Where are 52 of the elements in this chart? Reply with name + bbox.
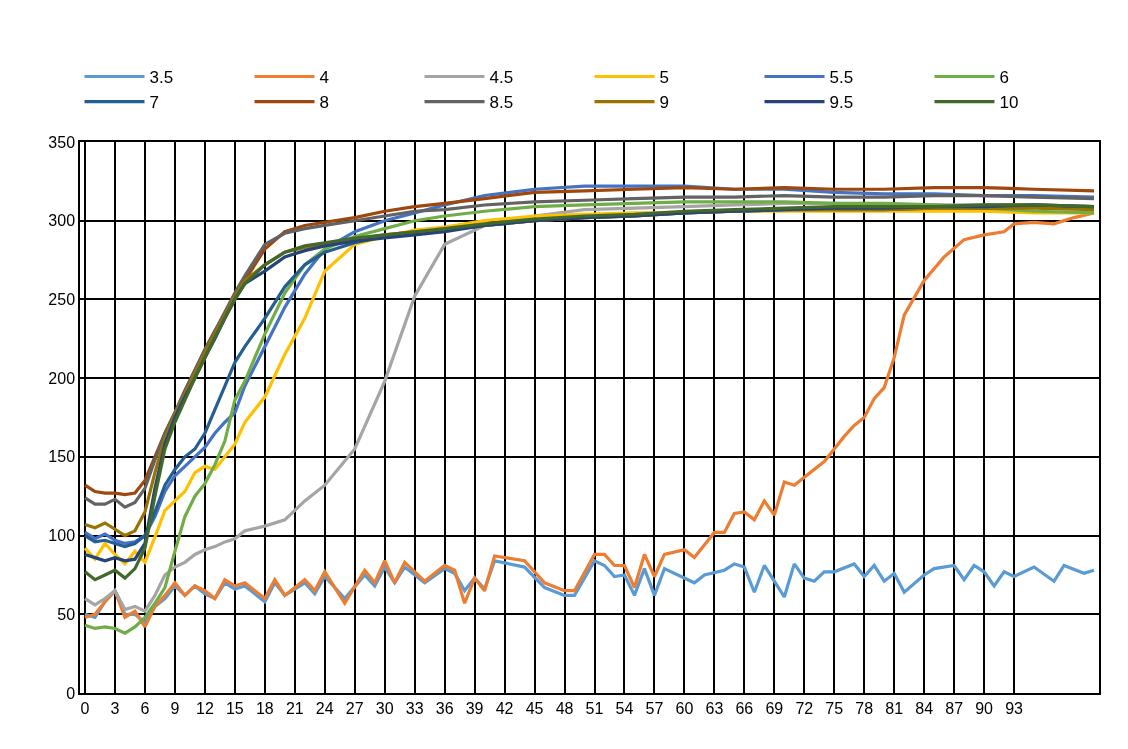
legend-label: 7 — [149, 93, 159, 113]
x-tick-label: 90 — [975, 699, 994, 717]
x-tick-label: 0 — [80, 699, 90, 717]
y-tick-label: 200 — [48, 369, 76, 387]
x-tick-label: 72 — [795, 699, 814, 717]
x-tick-label: 6 — [140, 699, 150, 717]
x-tick-label: 27 — [345, 699, 364, 717]
x-tick-label: 15 — [225, 699, 244, 717]
y-tick-label: 300 — [48, 212, 76, 230]
legend-label: 3.5 — [149, 68, 174, 88]
legend-label: 9 — [659, 93, 669, 113]
x-tick-label: 87 — [945, 699, 964, 717]
x-tick-label: 3 — [110, 699, 120, 717]
y-tick-label: 100 — [48, 527, 76, 545]
x-tick-label: 84 — [915, 699, 934, 717]
legend-label: 5 — [659, 68, 669, 88]
legend-label: 6 — [999, 68, 1009, 88]
x-tick-label: 78 — [855, 699, 874, 717]
x-tick-label: 66 — [735, 699, 754, 717]
x-tick-label: 63 — [705, 699, 724, 717]
x-tick-label: 57 — [645, 699, 664, 717]
x-tick-label: 39 — [465, 699, 484, 717]
x-tick-label: 21 — [285, 699, 304, 717]
x-tick-label: 30 — [375, 699, 394, 717]
x-tick-label: 9 — [170, 699, 180, 717]
x-tick-label: 33 — [405, 699, 424, 717]
y-tick-label: 0 — [66, 684, 76, 702]
legend-label: 9.5 — [829, 93, 854, 113]
legend-label: 5.5 — [829, 68, 854, 88]
x-tick-label: 48 — [555, 699, 574, 717]
y-tick-label: 350 — [48, 133, 76, 151]
x-tick-label: 51 — [585, 699, 604, 717]
legend-label: 8.5 — [489, 93, 514, 113]
x-tick-label: 18 — [255, 699, 274, 717]
x-tick-label: 42 — [495, 699, 514, 717]
x-tick-label: 93 — [1005, 699, 1024, 717]
x-tick-label: 24 — [315, 699, 334, 717]
y-tick-label: 150 — [48, 448, 76, 466]
legend-label: 8 — [319, 93, 329, 113]
x-tick-label: 45 — [525, 699, 544, 717]
legend-label: 4.5 — [489, 68, 514, 88]
y-tick-label: 50 — [57, 605, 76, 623]
x-tick-label: 12 — [195, 699, 214, 717]
x-tick-label: 36 — [435, 699, 454, 717]
x-tick-label: 69 — [765, 699, 784, 717]
y-tick-label: 250 — [48, 291, 76, 309]
x-tick-label: 81 — [885, 699, 904, 717]
legend-label: 4 — [319, 68, 329, 88]
legend-label: 10 — [999, 93, 1019, 113]
x-tick-label: 75 — [825, 699, 844, 717]
x-tick-label: 54 — [615, 699, 634, 717]
x-tick-label: 60 — [675, 699, 694, 717]
